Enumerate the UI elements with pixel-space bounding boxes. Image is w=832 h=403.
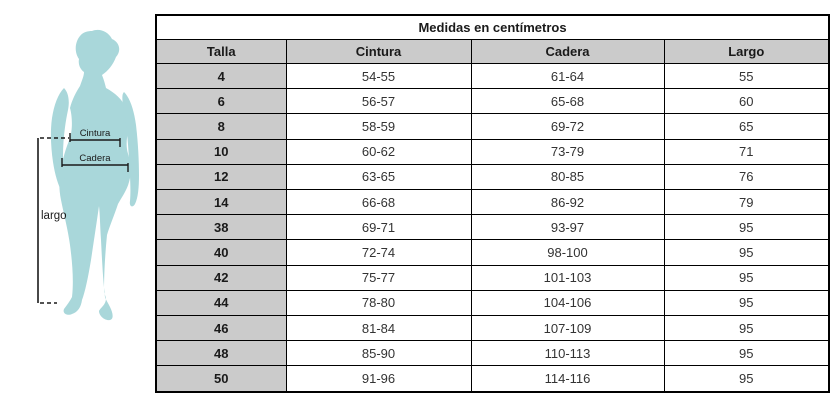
cell-largo: 60: [663, 88, 830, 115]
cell-talla: 10: [155, 138, 287, 165]
hip-label: Cadera: [79, 153, 111, 164]
col-header-cintura: Cintura: [285, 39, 472, 64]
table-row: 50 91-96 114-116 95: [155, 365, 830, 393]
cell-cadera: 110-113: [470, 340, 665, 367]
cell-cintura: 54-55: [285, 62, 472, 90]
table-title: Medidas en centímetros: [155, 14, 830, 40]
silhouette-body: [59, 29, 132, 321]
cell-cadera: 107-109: [470, 315, 665, 342]
cell-cintura: 81-84: [285, 315, 472, 342]
size-table: Medidas en centímetros Talla Cintura Cad…: [155, 14, 831, 393]
cell-cintura: 75-77: [285, 264, 472, 291]
cell-cintura: 78-80: [285, 289, 472, 317]
cell-cadera: 61-64: [470, 62, 665, 90]
table-title-row: Medidas en centímetros: [155, 14, 830, 40]
col-header-cadera: Cadera: [470, 39, 665, 64]
table-row: 46 81-84 107-109 95: [155, 315, 830, 342]
cell-largo: 65: [663, 113, 830, 140]
body-figure-svg: Cintura Cadera largo: [37, 29, 139, 321]
cell-talla: 6: [155, 88, 287, 115]
table-header-row: Talla Cintura Cadera Largo: [155, 39, 830, 64]
table-row: 14 66-68 86-92 79: [155, 189, 830, 216]
cell-cintura: 66-68: [285, 189, 472, 216]
cell-cintura: 56-57: [285, 88, 472, 115]
cell-cintura: 91-96: [285, 365, 472, 393]
cell-cadera: 80-85: [470, 163, 665, 191]
cell-largo: 95: [663, 239, 830, 266]
cell-largo: 95: [663, 365, 830, 393]
hip-measure: [61, 158, 129, 172]
silhouette-left-arm: [50, 88, 69, 194]
cell-talla: 38: [155, 214, 287, 241]
cell-cadera: 65-68: [470, 88, 665, 115]
cell-talla: 40: [155, 239, 287, 266]
cell-cadera: 114-116: [470, 365, 665, 393]
col-header-talla: Talla: [155, 39, 287, 64]
cell-cadera: 101-103: [470, 264, 665, 291]
cell-talla: 48: [155, 340, 287, 367]
table-row: 8 58-59 69-72 65: [155, 113, 830, 140]
cell-cintura: 63-65: [285, 163, 472, 191]
table-row: 10 60-62 73-79 71: [155, 138, 830, 165]
length-measure: [37, 137, 69, 304]
cell-talla: 8: [155, 113, 287, 140]
col-header-largo: Largo: [663, 39, 830, 64]
cell-cintura: 60-62: [285, 138, 472, 165]
cell-largo: 79: [663, 189, 830, 216]
table-row: 4 54-55 61-64 55: [155, 62, 830, 90]
cell-talla: 42: [155, 264, 287, 291]
cell-cintura: 69-71: [285, 214, 472, 241]
waist-label: Cintura: [80, 128, 111, 139]
table-row: 44 78-80 104-106 95: [155, 289, 830, 317]
cell-talla: 14: [155, 189, 287, 216]
cell-cadera: 86-92: [470, 189, 665, 216]
table-row: 40 72-74 98-100 95: [155, 239, 830, 266]
cell-largo: 71: [663, 138, 830, 165]
cell-largo: 95: [663, 315, 830, 342]
cell-talla: 12: [155, 163, 287, 191]
cell-talla: 50: [155, 365, 287, 393]
cell-largo: 95: [663, 264, 830, 291]
cell-cadera: 69-72: [470, 113, 665, 140]
cell-talla: 4: [155, 62, 287, 90]
cell-largo: 95: [663, 289, 830, 317]
table-row: 38 69-71 93-97 95: [155, 214, 830, 241]
cell-cadera: 73-79: [470, 138, 665, 165]
table-row: 12 63-65 80-85 76: [155, 163, 830, 191]
silhouette-right-arm: [122, 92, 139, 207]
cell-cintura: 85-90: [285, 340, 472, 367]
cell-cadera: 93-97: [470, 214, 665, 241]
table-row: 42 75-77 101-103 95: [155, 264, 830, 291]
cell-cadera: 104-106: [470, 289, 665, 317]
table-row: 6 56-57 65-68 60: [155, 88, 830, 115]
cell-largo: 95: [663, 214, 830, 241]
cell-cadera: 98-100: [470, 239, 665, 266]
table-row: 48 85-90 110-113 95: [155, 340, 830, 367]
waist-measure: [69, 133, 121, 147]
cell-largo: 55: [663, 62, 830, 90]
cell-largo: 95: [663, 340, 830, 367]
cell-cintura: 58-59: [285, 113, 472, 140]
cell-largo: 76: [663, 163, 830, 191]
length-label: largo: [41, 210, 67, 222]
body-figure: Cintura Cadera largo: [0, 20, 160, 400]
table-body: 4 54-55 61-64 55 6 56-57 65-68 60 8 58-59 69-72 65 1…: [155, 62, 830, 393]
cell-talla: 46: [155, 315, 287, 342]
cell-talla: 44: [155, 289, 287, 317]
cell-cintura: 72-74: [285, 239, 472, 266]
